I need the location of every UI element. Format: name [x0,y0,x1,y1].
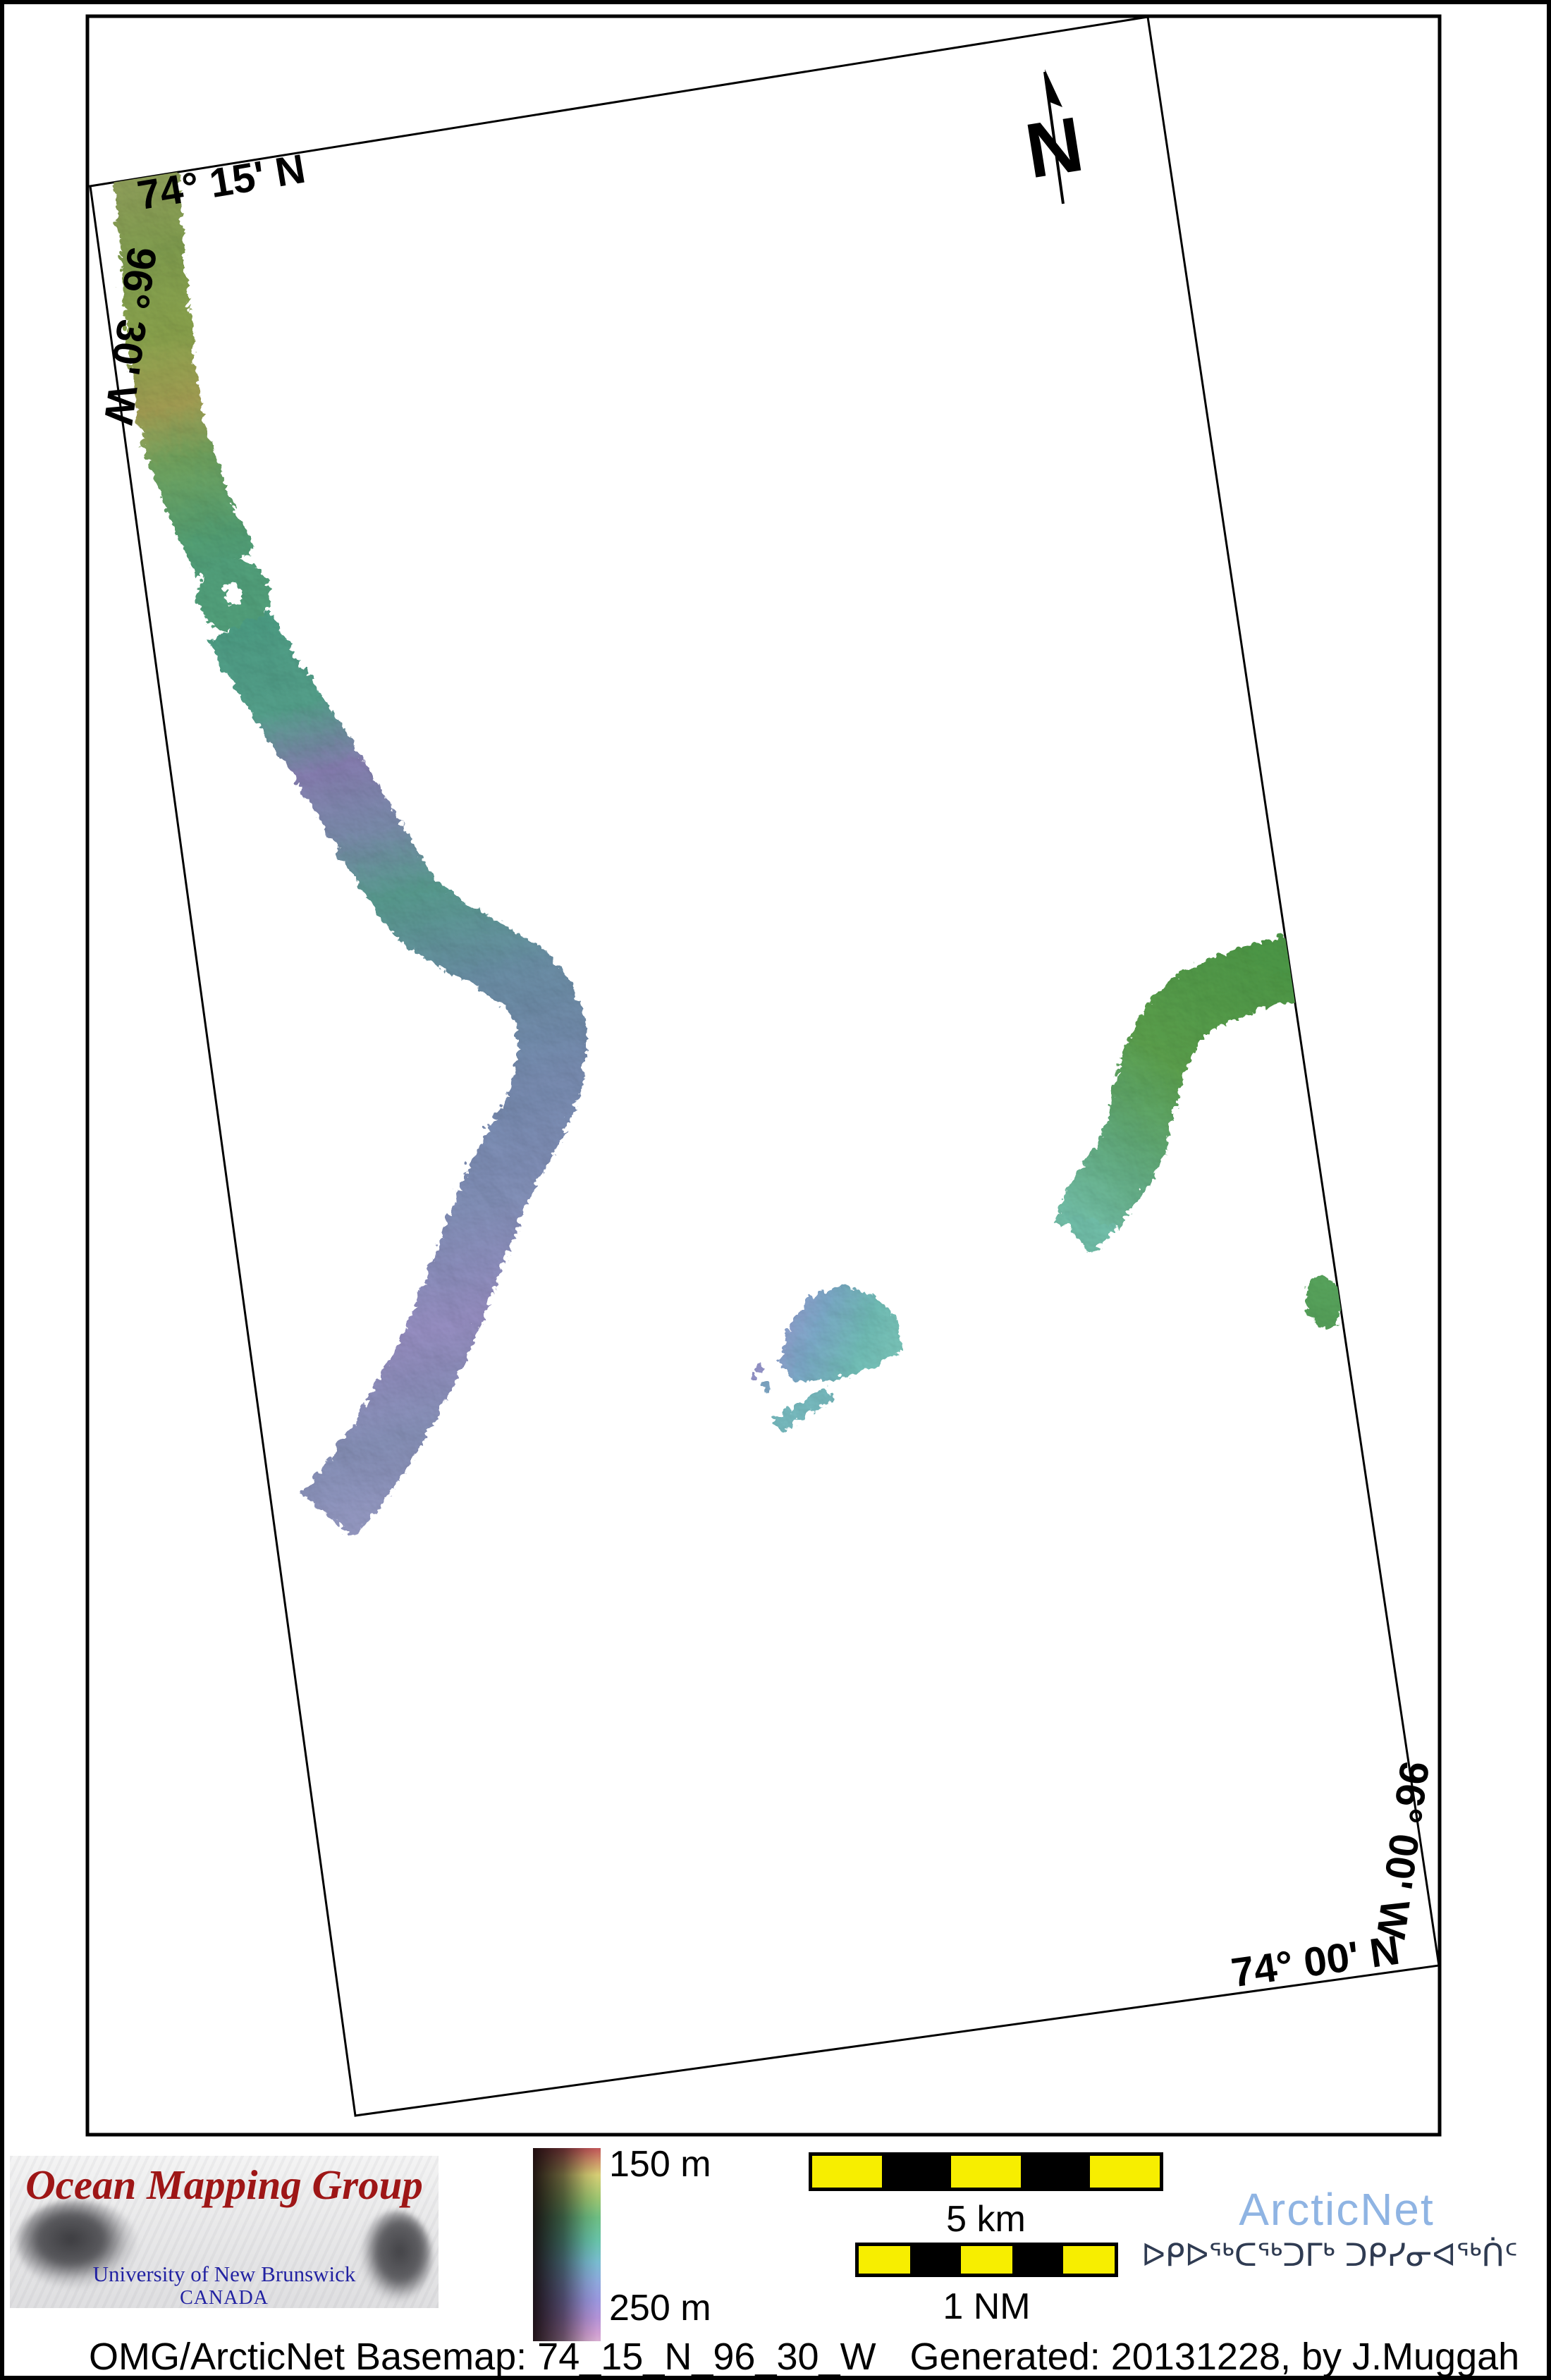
swath-east-hook [1053,931,1306,1228]
map-canvas: N [85,14,1442,2137]
swath-loop [195,556,268,629]
depth-color-scale [533,2148,601,2341]
swath-central-fan [776,1282,898,1379]
swath-west-upper [110,161,252,575]
omg-subtitle: University of New Brunswick [92,2262,356,2286]
north-arrow-label: N [1020,100,1089,195]
arcticnet-inuktitut-label: ᐅᑭᐅᖅᑕᖅᑐᒥᒃ ᑐᑭᓯᓂᐊᖅᑏᑦ [1141,2238,1518,2274]
sonar-sketch-left-icon [17,2200,137,2288]
scalebar-5km-label: 5 km [946,2199,1026,2240]
omg-title: Ocean Mapping Group [25,2161,423,2208]
footer-caption: OMG/ArcticNet Basemap: 74_15_N_96_30_W Ge… [89,2338,1519,2376]
depth-scale-top-label: 150 m [609,2144,711,2185]
swath-central-bar [770,1385,830,1430]
swath-east-tail [1059,1211,1115,1253]
ship-sketch-right-icon [361,2211,431,2301]
north-arrow-head [1045,69,1062,107]
north-arrow: N [1020,69,1089,204]
scalebar-1nm [855,2243,1118,2277]
bathymetry-swaths [110,161,1340,1535]
basemap-id-label: OMG/ArcticNet Basemap: 74_15_N_96_30_W [89,2336,876,2378]
generated-label: Generated: 20131228, by J.Muggah [909,2336,1520,2378]
arcticnet-logo: ArcticNet [1239,2184,1435,2235]
depth-scale-bottom-label: 250 m [609,2288,711,2329]
graticule-boundary [89,16,1440,2117]
omg-logo: Ocean Mapping Group University of New Br… [10,2156,439,2308]
map-frame [85,14,1442,2137]
omg-country: CANADA [180,2287,269,2308]
scalebar-5km [809,2152,1163,2191]
scalebar-1nm-label: 1 NM [943,2286,1031,2327]
swath-east-patch [1302,1272,1340,1325]
swath-west-lower [206,608,584,1535]
